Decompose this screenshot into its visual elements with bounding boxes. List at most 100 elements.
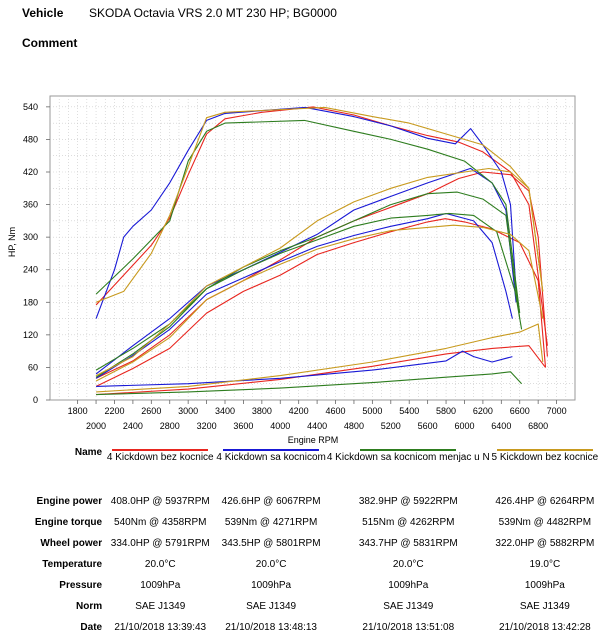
- y-axis-label: HP, Nm: [7, 227, 17, 257]
- x-axis-ticks: 1800 2200 2600 3000 3400 3800 4200 4600 5000 5400…: [68, 400, 567, 431]
- temperature-cell: 20.0°C: [255, 559, 287, 570]
- x-tick-label: 1800: [68, 406, 88, 416]
- engine-torque-cell: 540Nm @ 4358RPM: [114, 517, 207, 528]
- series-3-torque-curve: [95, 119, 521, 314]
- date-cell: 21/10/2018 13:39:43: [114, 622, 207, 633]
- row-label: Pressure: [59, 580, 103, 591]
- series-2-wheel-curve: [95, 212, 513, 379]
- pressure-cell: 1009hPa: [388, 580, 429, 591]
- y-tick-label: 60: [28, 362, 38, 372]
- x-tick-label: 5200: [381, 421, 401, 431]
- norm-cell: SAE J1349: [246, 601, 297, 612]
- norm-cell: SAE J1349: [135, 601, 186, 612]
- legend-label: 5 Kickdown bez kocnice: [491, 452, 599, 463]
- name-row: Name 4 Kickdown bez kocnice 4 Kickdown sa …: [0, 447, 600, 491]
- series-2-loss-curve: [96, 350, 513, 387]
- legend-swatch: [496, 449, 593, 451]
- x-tick-label: 4000: [270, 421, 290, 431]
- run-name-cell: 4 Kickdown sa kocnicom menjac u N: [327, 447, 490, 491]
- engine-power-cell: 426.6HP @ 6067RPM: [221, 496, 321, 507]
- x-tick-label: 6400: [491, 421, 511, 431]
- x-tick-label: 4800: [344, 421, 364, 431]
- x-tick-label: 2800: [160, 421, 180, 431]
- y-tick-label: 120: [23, 330, 38, 340]
- engine-power-cell: 382.9HP @ 5922RPM: [358, 496, 458, 507]
- row-label: Engine power: [36, 496, 103, 507]
- engine-torque-cell: 539Nm @ 4482RPM: [498, 517, 592, 528]
- pressure-cell: 1009hPa: [140, 580, 181, 591]
- engine-power-row: Engine power 408.0HP @ 5937RPM 426.6HP @ 6…: [0, 491, 600, 512]
- x-tick-label: 3800: [252, 406, 272, 416]
- series-4-loss-curve: [96, 323, 544, 393]
- x-tick-label: 2200: [104, 406, 124, 416]
- temperature-cell: 19.0°C: [529, 559, 561, 570]
- dyno-chart: 0 60 120 180 240 300 360 420 480 540 1800 2200 2600…: [7, 95, 576, 445]
- row-label: Norm: [75, 601, 103, 612]
- x-tick-label: 6200: [473, 406, 493, 416]
- norm-cell: SAE J1349: [383, 601, 434, 612]
- comment-label: Comment: [22, 36, 78, 50]
- y-tick-label: 180: [23, 297, 38, 307]
- x-tick-label: 2000: [86, 421, 106, 431]
- engine-torque-cell: 539Nm @ 4271RPM: [224, 517, 318, 528]
- date-row: Date 21/10/2018 13:39:43 21/10/2018 13:48:…: [0, 617, 600, 638]
- x-tick-label: 3400: [215, 406, 235, 416]
- x-tick-label: 2400: [123, 421, 143, 431]
- x-axis-label: Engine RPM: [288, 435, 339, 445]
- vehicle-value: SKODA Octavia VRS 2.0 MT 230 HP; BG0000: [89, 6, 337, 20]
- date-cell: 21/10/2018 13:51:08: [362, 622, 455, 633]
- y-tick-label: 540: [23, 102, 38, 112]
- x-tick-label: 3000: [178, 406, 198, 416]
- x-tick-label: 5800: [436, 406, 456, 416]
- norm-row: Norm SAE J1349 SAE J1349 SAE J1349 SAE J1349: [0, 596, 600, 617]
- run-name-cell: 4 Kickdown bez kocnice: [105, 447, 215, 491]
- engine-torque-cell: 515Nm @ 4262RPM: [362, 517, 455, 528]
- y-tick-label: 240: [23, 265, 38, 275]
- series-4-wheel-curve: [95, 224, 544, 382]
- x-tick-label: 6800: [528, 421, 548, 431]
- run-name-cell: 4 Kickdown sa kocnicom: [215, 447, 326, 491]
- x-tick-label: 2600: [141, 406, 161, 416]
- x-tick-label: 4400: [307, 421, 327, 431]
- engine-torque-row: Engine torque 540Nm @ 4358RPM 539Nm @ 4271…: [0, 512, 600, 533]
- row-label: Name: [74, 447, 103, 458]
- x-tick-label: 6600: [510, 406, 530, 416]
- x-tick-label: 6000: [454, 421, 474, 431]
- series-1-power-curve: [95, 171, 548, 379]
- series-1-wheel-curve: [95, 218, 547, 387]
- wheel-power-cell: 322.0HP @ 5882RPM: [495, 538, 595, 549]
- temperature-cell: 20.0°C: [144, 559, 176, 570]
- y-tick-label: 300: [23, 232, 38, 242]
- y-axis-ticks: 0 60 120 180 240 300 360 420 480 540: [23, 102, 50, 405]
- legend-swatch: [112, 449, 209, 451]
- wheel-power-cell: 343.5HP @ 5801RPM: [221, 538, 321, 549]
- legend-swatch: [360, 449, 457, 451]
- row-label: Wheel power: [40, 538, 103, 549]
- engine-power-cell: 408.0HP @ 5937RPM: [110, 496, 210, 507]
- row-label: Temperature: [42, 559, 103, 570]
- wheel-power-row: Wheel power 334.0HP @ 5791RPM 343.5HP @ 58…: [0, 533, 600, 554]
- temperature-row: Temperature 20.0°C 20.0°C 20.0°C 19.0°C: [0, 554, 600, 575]
- engine-power-cell: 426.4HP @ 6264RPM: [495, 496, 595, 507]
- series-3-wheel-curve: [95, 212, 523, 378]
- date-cell: 21/10/2018 13:42:28: [498, 622, 591, 633]
- x-tick-label: 5000: [362, 406, 382, 416]
- legend-label: 4 Kickdown bez kocnice: [106, 452, 214, 463]
- x-tick-label: 7000: [547, 406, 567, 416]
- series-4-power-curve: [95, 167, 544, 377]
- legend-label: 4 Kickdown sa kocnicom menjac u N: [326, 452, 490, 463]
- row-label: Engine torque: [34, 517, 103, 528]
- chart-series: [95, 106, 548, 396]
- run-name-cell: 5 Kickdown bez kocnice: [490, 447, 600, 491]
- series-1-loss-curve: [96, 345, 546, 396]
- x-tick-label: 4600: [326, 406, 346, 416]
- y-tick-label: 0: [33, 395, 38, 405]
- date-cell: 21/10/2018 13:48:13: [225, 622, 317, 633]
- x-tick-label: 5600: [418, 421, 438, 431]
- temperature-cell: 20.0°C: [392, 559, 424, 570]
- y-tick-label: 360: [23, 200, 38, 210]
- pressure-row: Pressure 1009hPa 1009hPa 1009hPa 1009hPa: [0, 575, 600, 596]
- norm-cell: SAE J1349: [519, 601, 570, 612]
- x-tick-label: 3600: [233, 421, 253, 431]
- series-3-loss-curve: [96, 371, 523, 396]
